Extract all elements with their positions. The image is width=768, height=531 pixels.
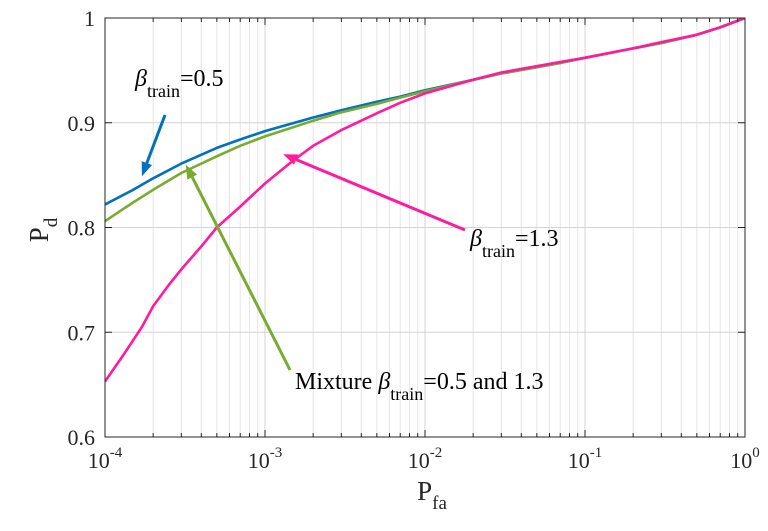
x-tick-label-exp: -2 [430,445,443,461]
ann3-suffix: =0.5 and 1.3 [423,369,543,395]
series-layer [105,18,745,383]
x-tick-label-base: 10 [730,448,752,473]
y-tick-label: 0.8 [68,216,96,241]
ann1-arrow-line [145,114,167,164]
ann2-suffix: =1.3 [515,226,559,252]
ann3-prefix: Mixture [295,369,378,395]
x-tick-label: 10-3 [248,445,283,473]
ann3-label: Mixture βtrain=0.5 and 1.3 [295,369,543,404]
x-tick-label-base: 10 [408,448,430,473]
y-axis-label: Pd [24,217,62,242]
series-line-beta13 [105,18,745,383]
x-axis-label-main: P [417,476,432,506]
ann3-beta: β [377,369,390,395]
ann1-arrow-head [141,161,152,177]
ann1-sub: train [147,81,180,101]
y-tick-label: 0.6 [68,425,96,450]
x-axis-label: Pfa [417,476,447,514]
ann1-suffix: =0.5 [180,66,224,92]
ann1-label: βtrain=0.5 [134,66,224,101]
y-axis-label-main: P [24,227,54,242]
y-axis-label-sub: d [41,217,62,227]
y-tick-label: 1 [84,6,95,31]
annotations: βtrain=0.5 βtrain=1.3 Mixture βtrain=0.5… [134,66,559,404]
x-tick-label-exp: -1 [590,445,603,461]
ann1-beta: β [134,66,147,92]
ann2-beta: β [469,226,482,252]
x-axis-label-sub: fa [432,493,447,514]
x-tick-label-base: 10 [248,448,270,473]
x-tick-label: 10-4 [88,445,123,473]
ticks [104,17,746,438]
ann2-label: βtrain=1.3 [469,226,559,261]
x-tick-label-exp: -4 [110,445,123,461]
x-tick-label-base: 10 [568,448,590,473]
x-tick-label-base: 10 [88,448,110,473]
x-tick-label: 100 [730,445,760,473]
ann3-arrow-head [185,164,198,180]
ann2-arrow-head [283,154,299,165]
ann2-sub: train [482,241,515,261]
x-tick-label-exp: -3 [270,445,283,461]
ann3-arrow-line [190,176,292,371]
ann3-sub: train [390,384,423,404]
y-tick-label: 0.9 [68,111,96,136]
x-tick-label: 10-1 [568,445,603,473]
y-tick-label: 0.7 [68,320,96,345]
x-tick-label: 10-2 [408,445,443,473]
ann2-arrow-line [295,158,466,232]
x-tick-label-exp: 0 [752,445,760,461]
